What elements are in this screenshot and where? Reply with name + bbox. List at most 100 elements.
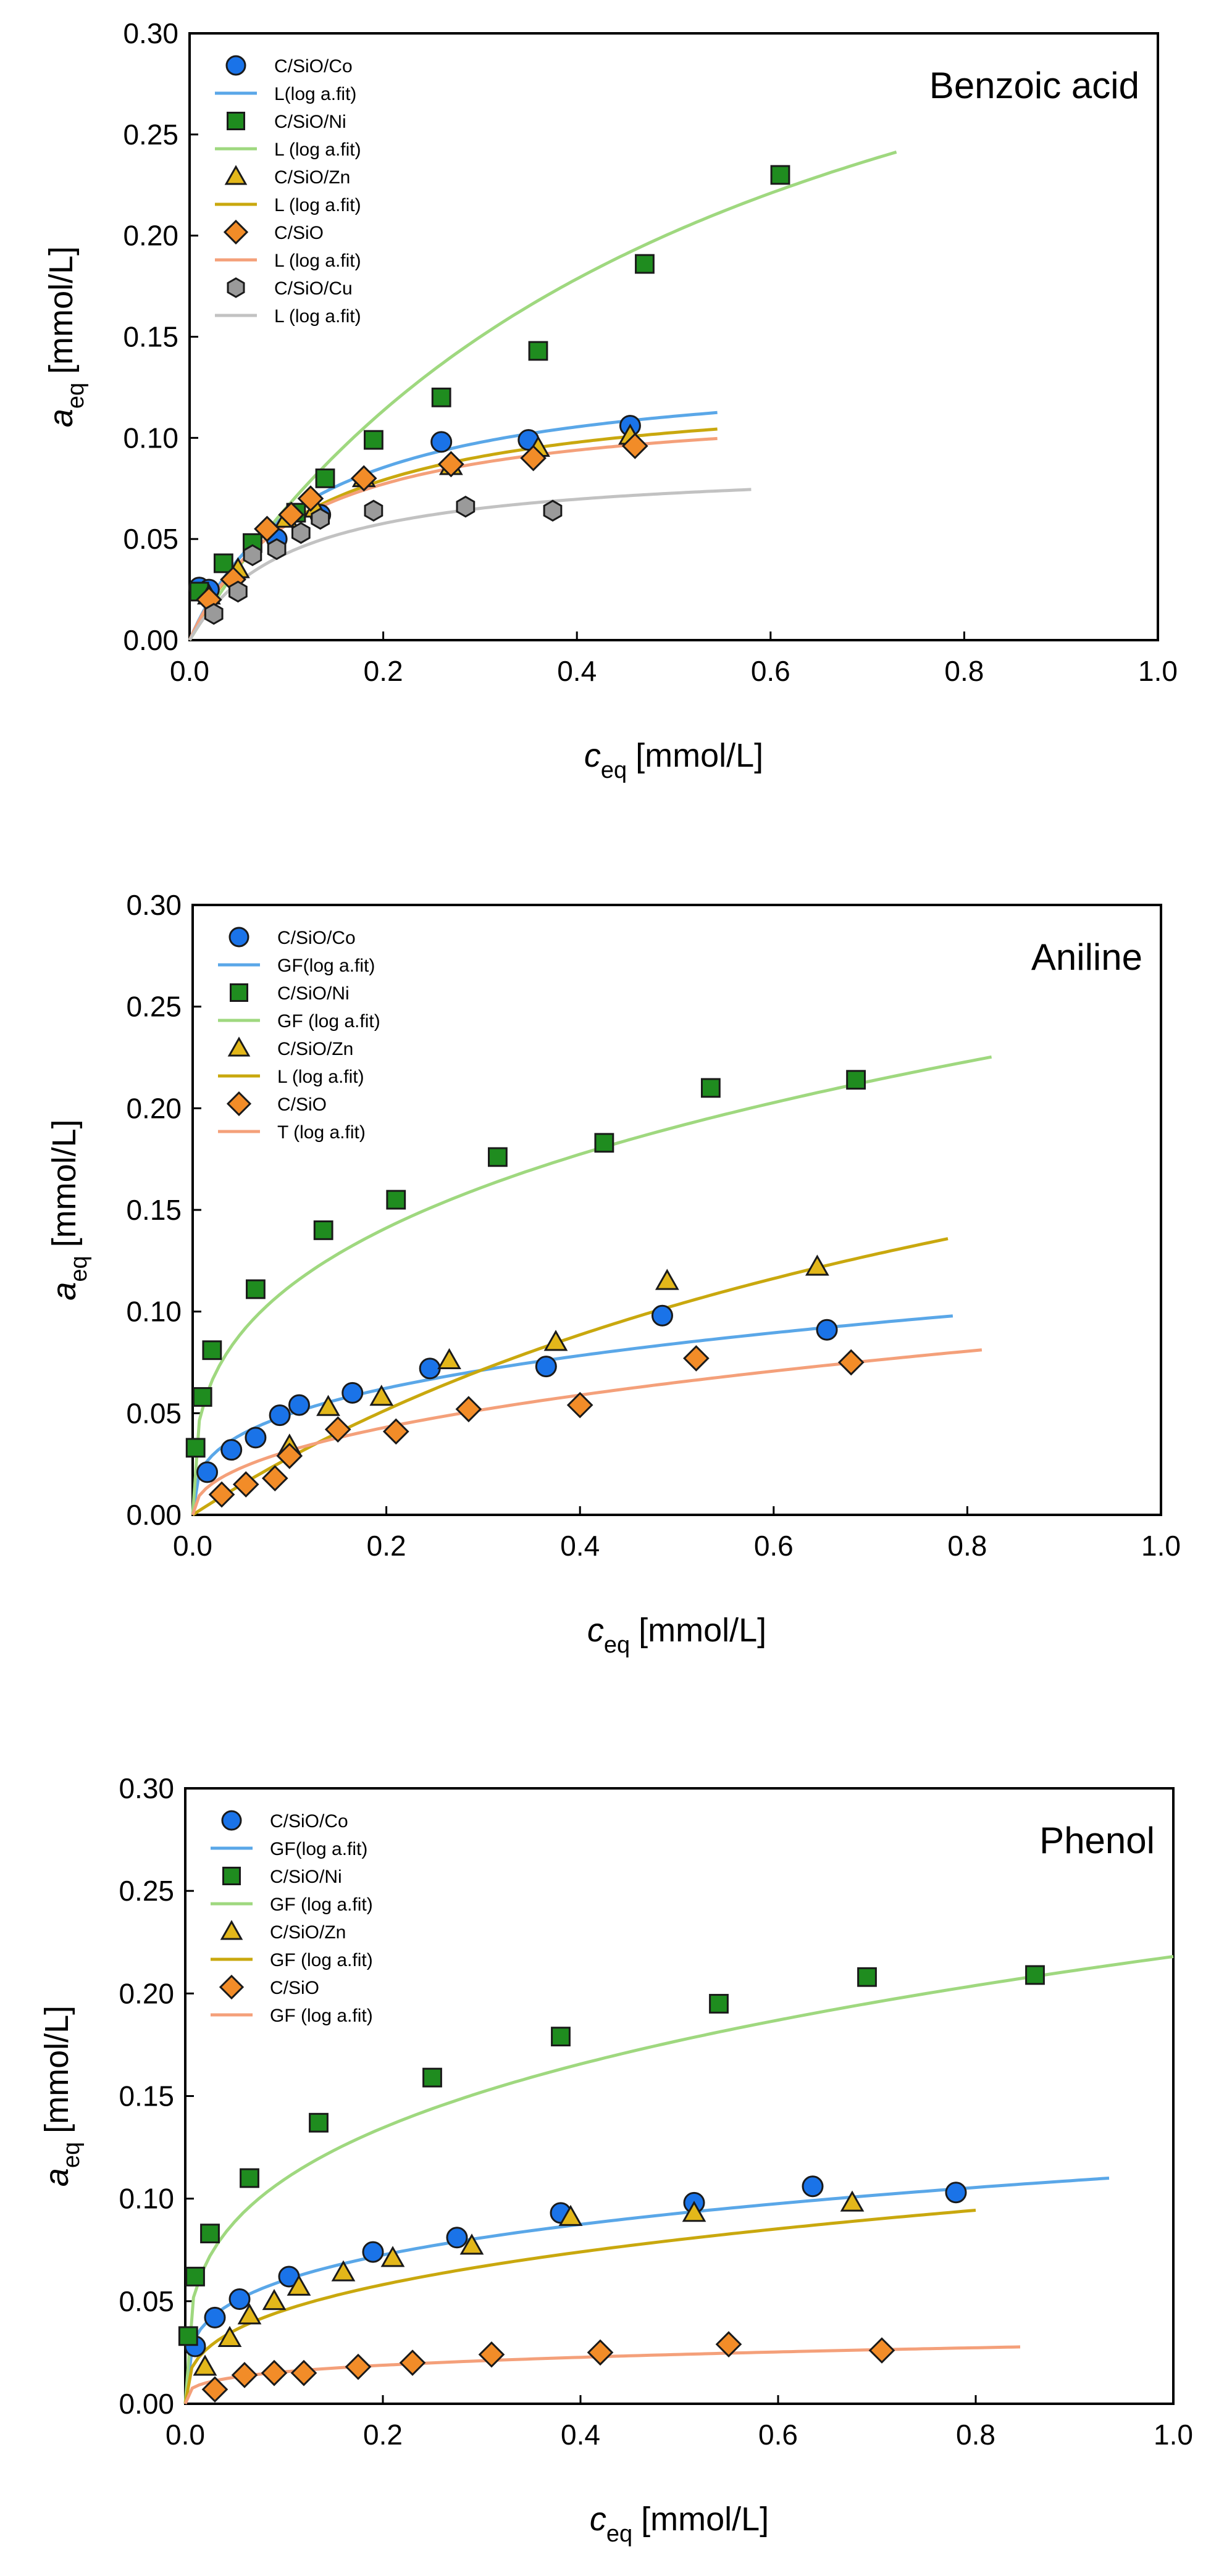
legend-label: GF (log a.fit)	[270, 1894, 373, 1915]
data-point-square	[770, 165, 790, 185]
data-point-triangle	[369, 1385, 394, 1406]
legend-marker-swatch	[219, 1974, 245, 2000]
legend-label: L (log a.fit)	[274, 251, 361, 271]
y-tick-label: 0.25	[126, 991, 182, 1023]
legend-marker-swatch	[224, 165, 248, 185]
legend-label: L (log a.fit)	[274, 195, 361, 215]
y-tick-label: 0.05	[119, 2285, 174, 2317]
legend-label: T (log a.fit)	[277, 1122, 366, 1143]
data-point-square	[200, 2224, 220, 2244]
y-tick-label: 0.10	[119, 2183, 174, 2215]
data-point-triangle	[287, 2274, 311, 2296]
x-tick-label: 1.0	[1154, 2419, 1193, 2451]
y-tick-label: 0.15	[119, 2080, 174, 2112]
legend-label: GF(log a.fit)	[270, 1839, 367, 1859]
data-point-triangle	[543, 1330, 568, 1351]
y-axis-label-units: [mmol/L]	[38, 2006, 75, 2133]
data-point-hexagon	[243, 544, 262, 567]
legend-label: L (log a.fit)	[274, 140, 361, 160]
data-point-diamond	[382, 1418, 409, 1445]
data-point-square	[700, 1078, 721, 1098]
fit-curve-4	[183, 1955, 1174, 2404]
y-tick-label: 0.20	[126, 1092, 182, 1124]
data-point-diamond	[290, 2359, 317, 2386]
legend-marker-swatch	[230, 983, 248, 1002]
data-point-circle	[342, 1382, 364, 1404]
x-tick-label: 0.2	[364, 655, 403, 687]
data-point-triangle	[459, 2233, 484, 2255]
x-tick-label: 0.6	[758, 2419, 798, 2451]
legend-label: C/SiO/Ni	[277, 983, 350, 1004]
fit-curve-6	[183, 2209, 976, 2404]
data-point-hexagon	[291, 522, 311, 544]
y-tick-label: 0.15	[123, 321, 178, 353]
data-point-diamond	[345, 2353, 372, 2380]
y-axis-label-subscript: eq	[66, 1256, 92, 1282]
x-axis-label-subscript: eq	[601, 757, 627, 783]
y-axis-label-subscript: eq	[59, 2142, 85, 2168]
data-point-diamond	[683, 1345, 710, 1372]
legend-label: C/SiO/Zn	[270, 1922, 346, 1943]
data-point-diamond	[520, 444, 547, 472]
chart-panel-2: 0.0 0.2 0.4 0.6 0.8 1.0 0.00 0.05 0.10 0.15 0.20 0.…	[46, 889, 1181, 1658]
legend-label: GF (log a.fit)	[270, 1950, 373, 1970]
legend-marker-swatch	[227, 277, 245, 298]
data-point-square	[213, 553, 233, 573]
legend-label: GF(log a.fit)	[277, 956, 375, 976]
data-point-circle	[269, 1404, 291, 1427]
data-point-triangle	[840, 2190, 865, 2212]
data-point-diamond	[201, 2376, 228, 2403]
x-tick-label: 0.4	[561, 2419, 600, 2451]
y-tick-label: 0.15	[126, 1194, 182, 1226]
data-point-hexagon	[364, 499, 383, 522]
data-point-circle	[535, 1356, 557, 1378]
y-tick-label: 0.00	[123, 624, 178, 656]
legend-label: C/SiO	[277, 1094, 327, 1115]
x-tick-label: 0.8	[944, 655, 984, 687]
data-point-diamond	[587, 2339, 614, 2366]
data-point-square	[192, 1387, 212, 1407]
data-point-diamond	[231, 2362, 258, 2388]
data-point-triangle	[805, 1254, 829, 1276]
legend-label: C/SiO/Co	[277, 928, 356, 948]
y-axis-label-units: [mmol/L]	[46, 1119, 83, 1247]
data-point-square	[488, 1147, 508, 1167]
legend: C/SiO/Co GF(log a.fit) C/SiO/Ni GF (log a.f…	[211, 1810, 373, 2026]
data-point-square	[240, 2168, 259, 2188]
data-point-hexagon	[543, 499, 563, 522]
legend-marker-swatch	[227, 1036, 251, 1057]
legend-marker-swatch	[225, 55, 246, 76]
y-tick-label: 0.25	[119, 1875, 174, 1907]
x-axis-label: ceq [mmol/L]	[584, 737, 763, 783]
data-point-diamond	[297, 485, 324, 512]
data-point-hexagon	[267, 538, 287, 561]
data-point-triangle	[331, 2260, 356, 2282]
x-tick-label: 0.2	[363, 2419, 403, 2451]
y-tick-label: 0.05	[123, 523, 178, 555]
y-tick-label: 0.30	[119, 1772, 174, 1804]
data-point-triangle	[262, 2288, 287, 2311]
data-point-triangle	[558, 2204, 583, 2226]
legend-label: L (log a.fit)	[274, 306, 361, 327]
x-tick-label: 0.4	[557, 655, 597, 687]
data-point-square	[185, 1438, 206, 1458]
legend-label: C/SiO/Zn	[274, 167, 350, 188]
x-axis-label: ceq [mmol/L]	[587, 1612, 766, 1658]
x-tick-label: 0.0	[170, 655, 209, 687]
x-tick-label: 0.0	[166, 2419, 205, 2451]
panel-title: Benzoic acid	[929, 65, 1139, 106]
data-point-diamond	[261, 1465, 288, 1492]
data-point-circle	[430, 431, 453, 453]
legend-label: C/SiO/Cu	[274, 278, 353, 299]
x-tick-label: 1.0	[1141, 1530, 1181, 1562]
data-point-diamond	[278, 501, 304, 528]
data-point-diamond	[621, 433, 648, 459]
data-point-square	[246, 1279, 266, 1299]
data-point-triangle	[217, 2325, 242, 2347]
y-axis-label: aeq [mmol/L]	[43, 246, 89, 427]
legend: C/SiO/Co GF(log a.fit) C/SiO/Ni GF (log a.f…	[218, 927, 380, 1143]
chart-panel-1: 0.0 0.2 0.4 0.6 0.8 1.0 0.00 0.05 0.10 0.15 0.20 0.…	[43, 17, 1178, 783]
data-point-diamond	[276, 1443, 303, 1469]
legend-marker-swatch	[228, 927, 249, 948]
